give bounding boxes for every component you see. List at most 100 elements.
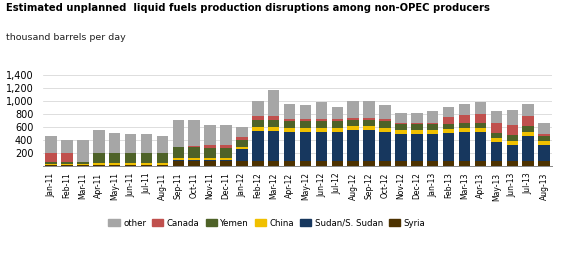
Bar <box>77 165 89 166</box>
Bar <box>459 123 470 128</box>
Bar <box>62 164 72 165</box>
Bar <box>268 127 279 131</box>
Bar <box>443 117 454 124</box>
Bar <box>284 121 296 128</box>
Bar <box>172 120 184 147</box>
Bar <box>268 161 279 166</box>
Bar <box>236 149 248 161</box>
Bar <box>125 134 136 153</box>
Bar <box>363 101 375 118</box>
Bar <box>538 145 550 161</box>
Bar <box>363 130 375 161</box>
Bar <box>332 119 343 121</box>
Bar <box>204 160 216 161</box>
Bar <box>395 134 407 161</box>
Bar <box>395 161 407 166</box>
Bar <box>316 161 327 166</box>
Bar <box>252 131 263 161</box>
Bar <box>62 162 72 164</box>
Bar <box>141 165 152 166</box>
Bar <box>300 132 311 161</box>
Bar <box>204 161 216 166</box>
Bar <box>395 123 407 124</box>
Bar <box>507 141 518 145</box>
Bar <box>77 161 89 162</box>
Bar <box>284 104 296 119</box>
Bar <box>507 125 518 135</box>
Bar <box>411 123 423 124</box>
Bar <box>523 116 534 126</box>
Bar <box>507 145 518 161</box>
Bar <box>443 161 454 166</box>
Bar <box>443 107 454 117</box>
Text: Estimated unplanned  liquid fuels production disruptions among non-OPEC producer: Estimated unplanned liquid fuels product… <box>6 3 490 13</box>
Bar <box>220 145 232 148</box>
Bar <box>316 128 327 132</box>
Bar <box>523 136 534 161</box>
Bar <box>490 138 502 142</box>
Bar <box>427 134 439 161</box>
Bar <box>189 160 200 161</box>
Bar <box>189 147 200 158</box>
Bar <box>427 124 439 130</box>
Bar <box>204 125 216 145</box>
Bar <box>316 119 327 121</box>
Bar <box>45 153 57 162</box>
Bar <box>284 161 296 166</box>
Bar <box>347 130 359 161</box>
Bar <box>347 118 359 120</box>
Bar <box>347 161 359 166</box>
Bar <box>236 147 248 149</box>
Bar <box>538 141 550 145</box>
Bar <box>459 115 470 123</box>
Bar <box>220 125 232 145</box>
Bar <box>268 131 279 161</box>
Bar <box>380 161 391 166</box>
Bar <box>141 153 152 163</box>
Bar <box>475 161 486 166</box>
Bar <box>300 121 311 128</box>
Bar <box>252 120 263 127</box>
Bar <box>172 158 184 160</box>
Bar <box>443 124 454 129</box>
Bar <box>220 161 232 166</box>
Bar <box>252 161 263 166</box>
Bar <box>284 132 296 161</box>
Bar <box>490 133 502 138</box>
Bar <box>523 161 534 166</box>
Bar <box>332 121 343 128</box>
Bar <box>411 124 423 130</box>
Bar <box>427 123 439 124</box>
Bar <box>77 164 89 165</box>
Bar <box>45 162 57 164</box>
Bar <box>475 128 486 132</box>
Bar <box>332 107 343 119</box>
Bar <box>284 128 296 132</box>
Bar <box>77 140 89 161</box>
Bar <box>125 153 136 163</box>
Bar <box>538 161 550 166</box>
Bar <box>427 111 439 123</box>
Bar <box>380 119 391 121</box>
Bar <box>507 110 518 125</box>
Bar <box>490 111 502 123</box>
Bar <box>316 102 327 119</box>
Bar <box>347 120 359 126</box>
Bar <box>363 118 375 120</box>
Bar <box>172 160 184 161</box>
Text: thousand barrels per day: thousand barrels per day <box>6 33 125 42</box>
Bar <box>268 91 279 116</box>
Bar <box>300 128 311 132</box>
Bar <box>141 134 152 153</box>
Bar <box>109 133 120 153</box>
Bar <box>490 142 502 161</box>
Bar <box>141 163 152 165</box>
Bar <box>507 135 518 141</box>
Bar <box>332 128 343 132</box>
Bar <box>62 165 72 166</box>
Bar <box>172 147 184 158</box>
Bar <box>475 102 486 114</box>
Bar <box>316 132 327 161</box>
Bar <box>363 126 375 130</box>
Legend: other, Canada, Yemen, China, Sudan/S. Sudan, Syria: other, Canada, Yemen, China, Sudan/S. Su… <box>109 219 426 228</box>
